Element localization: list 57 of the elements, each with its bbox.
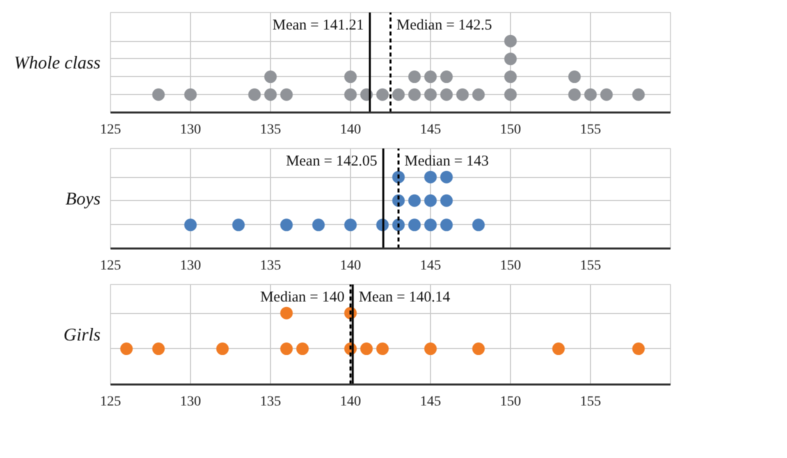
point (280, 88, 293, 101)
point (248, 88, 261, 101)
x-tick-label: 150 (500, 394, 521, 410)
point (472, 88, 485, 101)
point (504, 52, 517, 66)
point (408, 88, 421, 101)
text: Whole class (14, 52, 100, 72)
point (440, 70, 453, 84)
point (408, 70, 421, 84)
x-tick-label: 125 (100, 258, 121, 274)
x-tick-label: 135 (260, 394, 281, 410)
point (424, 88, 437, 101)
x-tick-label: 130 (180, 258, 201, 274)
x-tick-label: 145 (420, 394, 441, 410)
point (456, 88, 469, 101)
x-tick-label: 150 (500, 122, 521, 138)
x-tick-label: 145 (420, 122, 441, 138)
x-tick-label: 125 (100, 122, 121, 138)
point (376, 88, 389, 101)
x-tick-label: 125 (100, 394, 121, 410)
point (600, 88, 613, 101)
text: Girls (63, 324, 101, 344)
point (264, 88, 277, 101)
point (440, 88, 453, 101)
text: Boys (66, 188, 101, 208)
x-tick-label: 155 (580, 394, 601, 410)
ref-line-label: Median = 143 (404, 154, 489, 170)
x-tick-label: 140 (340, 258, 361, 274)
x-tick-label: 135 (260, 122, 281, 138)
x-tick-label: 145 (420, 258, 441, 274)
x-tick-label: 130 (180, 394, 201, 410)
point (264, 70, 277, 84)
point (424, 70, 437, 84)
point (568, 88, 581, 101)
x-tick-label: 155 (580, 122, 601, 138)
x-tick-label: 130 (180, 122, 201, 138)
point (632, 88, 645, 101)
ref-line-label: Median = 140 (260, 290, 344, 306)
x-tick-label: 155 (580, 258, 601, 274)
ref-line-label: Mean = 142.05 (286, 154, 378, 170)
ref-line-label: Median = 142.5 (396, 18, 492, 34)
x-tick-label: 140 (340, 394, 361, 410)
x-tick-label: 135 (260, 258, 281, 274)
point (184, 88, 197, 101)
point (504, 70, 517, 84)
point (344, 88, 357, 101)
point (568, 70, 581, 84)
ref-line-label: Mean = 141.21 (272, 18, 364, 34)
point (152, 88, 165, 101)
x-tick-label: 140 (340, 122, 361, 138)
x-tick-label: 150 (500, 258, 521, 274)
point (392, 88, 405, 101)
point (344, 70, 357, 84)
point (504, 34, 517, 48)
ref-line-label: Mean = 140.14 (358, 290, 451, 306)
point (584, 88, 597, 101)
point (504, 88, 517, 101)
